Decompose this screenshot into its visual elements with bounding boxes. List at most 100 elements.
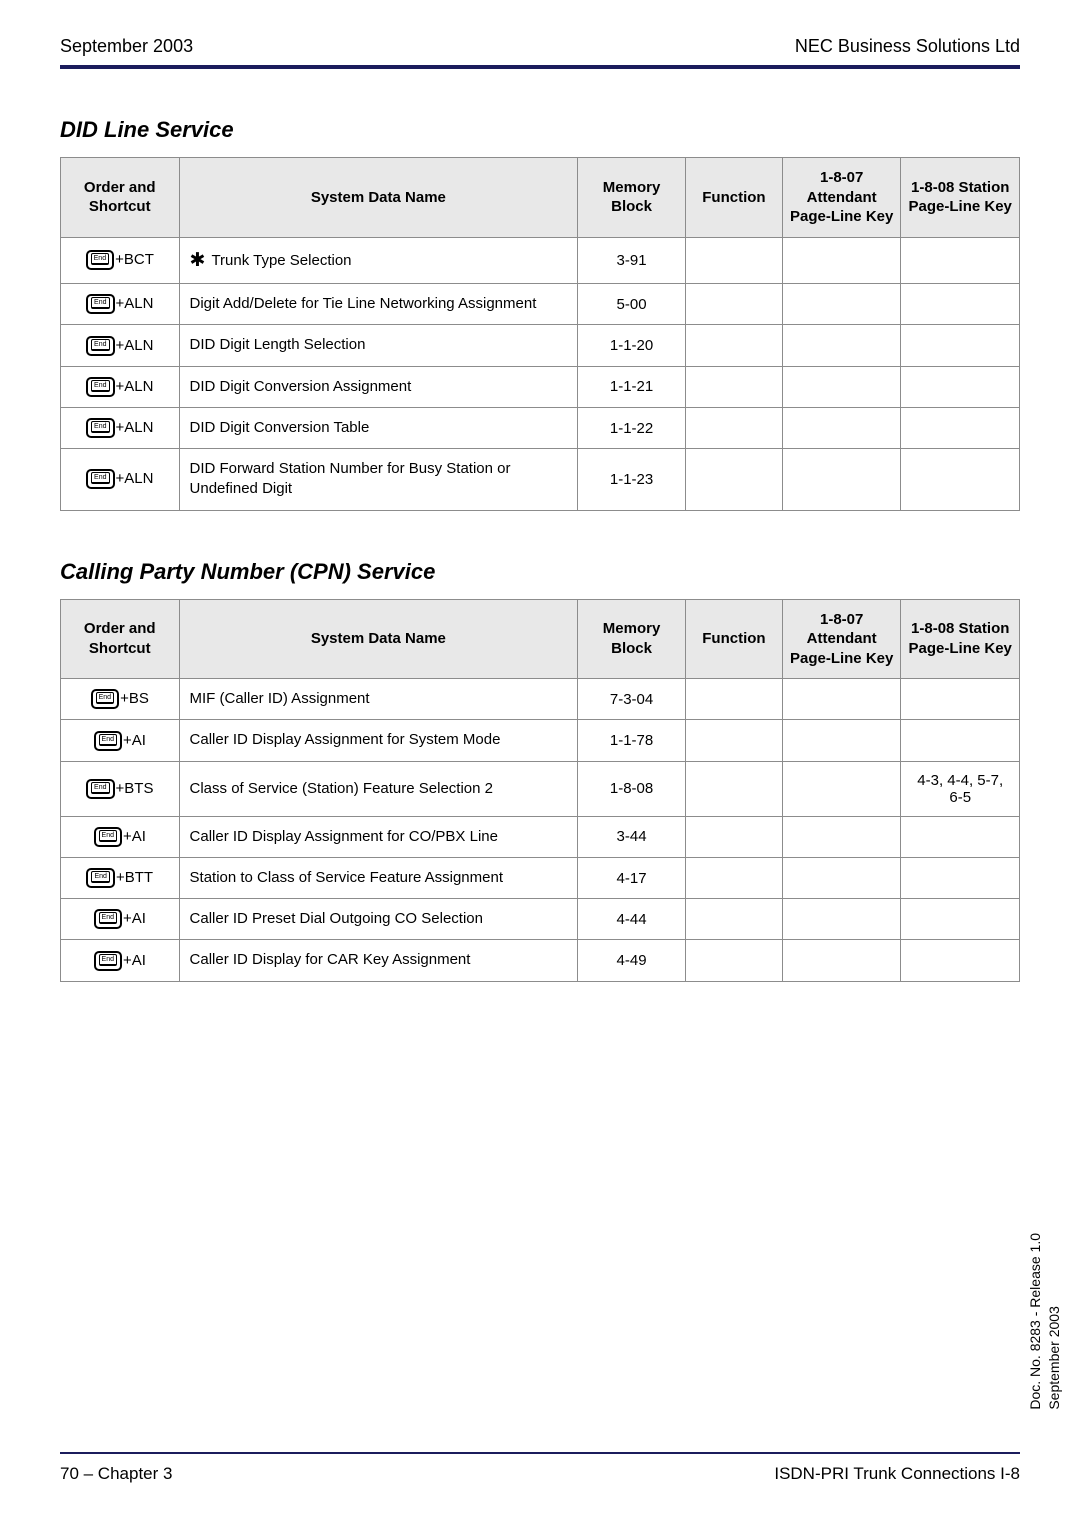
col-memory-header: Memory Block xyxy=(578,158,686,238)
system-data-name-cell: Station to Class of Service Feature Assi… xyxy=(179,857,578,898)
memory-block-cell: 3-44 xyxy=(578,816,686,857)
station-cell xyxy=(901,857,1020,898)
shortcut-cell: End+AI xyxy=(61,720,180,761)
function-cell xyxy=(685,899,782,940)
function-cell xyxy=(685,720,782,761)
station-cell xyxy=(901,940,1020,981)
attendant-cell xyxy=(782,284,901,325)
function-cell xyxy=(685,366,782,407)
function-cell xyxy=(685,449,782,511)
memory-block-cell: 1-8-08 xyxy=(578,761,686,816)
col-name-header: System Data Name xyxy=(179,158,578,238)
function-cell xyxy=(685,679,782,720)
col-function-header: Function xyxy=(685,599,782,679)
system-data-name-text: MIF (Caller ID) Assignment xyxy=(190,690,370,707)
table-row: End+ALNDID Forward Station Number for Bu… xyxy=(61,449,1020,511)
attendant-cell xyxy=(782,940,901,981)
col-station-header: 1-8-08 Station Page-Line Key xyxy=(901,599,1020,679)
table-header: Order and Shortcut System Data Name Memo… xyxy=(61,599,1020,679)
section-title-cpn: Calling Party Number (CPN) Service xyxy=(60,559,1020,585)
system-data-name-cell: MIF (Caller ID) Assignment xyxy=(179,679,578,720)
end-key-icon: End xyxy=(86,469,114,489)
system-data-name-text: Caller ID Display Assignment for CO/PBX … xyxy=(190,828,498,845)
col-shortcut-header: Order and Shortcut xyxy=(61,158,180,238)
header-rule xyxy=(60,65,1020,69)
page-header: September 2003 NEC Business Solutions Lt… xyxy=(60,36,1020,65)
shortcut-text: +AI xyxy=(123,731,146,748)
end-key-icon: End xyxy=(94,827,122,847)
function-cell xyxy=(685,284,782,325)
memory-block-cell: 1-1-23 xyxy=(578,449,686,511)
system-data-name-text: Caller ID Preset Dial Outgoing CO Select… xyxy=(190,910,483,927)
table-cpn: Order and Shortcut System Data Name Memo… xyxy=(60,599,1020,982)
station-cell: 4-3, 4-4, 5-7, 6-5 xyxy=(901,761,1020,816)
end-key-icon: End xyxy=(94,731,122,751)
header-right: NEC Business Solutions Ltd xyxy=(795,36,1020,57)
shortcut-cell: End+ALN xyxy=(61,284,180,325)
attendant-cell xyxy=(782,407,901,448)
table-row: End+ALNDigit Add/Delete for Tie Line Net… xyxy=(61,284,1020,325)
shortcut-text: +ALN xyxy=(116,419,154,436)
end-key-icon: End xyxy=(94,951,122,971)
station-cell xyxy=(901,325,1020,366)
table-row: End+AICaller ID Preset Dial Outgoing CO … xyxy=(61,899,1020,940)
system-data-name-text: DID Digit Conversion Table xyxy=(190,419,370,436)
footer-right: ISDN-PRI Trunk Connections I-8 xyxy=(774,1464,1020,1484)
system-data-name-cell: ✱Trunk Type Selection xyxy=(179,237,578,284)
star-icon: ✱ xyxy=(190,248,206,274)
system-data-name-cell: Caller ID Display Assignment for System … xyxy=(179,720,578,761)
shortcut-cell: End+AI xyxy=(61,816,180,857)
system-data-name-cell: Digit Add/Delete for Tie Line Networking… xyxy=(179,284,578,325)
system-data-name-cell: Caller ID Display Assignment for CO/PBX … xyxy=(179,816,578,857)
attendant-cell xyxy=(782,816,901,857)
attendant-cell xyxy=(782,899,901,940)
station-cell xyxy=(901,899,1020,940)
shortcut-cell: End+BS xyxy=(61,679,180,720)
station-cell xyxy=(901,284,1020,325)
memory-block-cell: 3-91 xyxy=(578,237,686,284)
memory-block-cell: 1-1-20 xyxy=(578,325,686,366)
system-data-name-text: Caller ID Display for CAR Key Assignment xyxy=(190,951,471,968)
table-row: End+ALNDID Digit Conversion Assignment1-… xyxy=(61,366,1020,407)
shortcut-cell: End+BTS xyxy=(61,761,180,816)
end-key-icon: End xyxy=(86,418,114,438)
system-data-name-cell: DID Digit Conversion Assignment xyxy=(179,366,578,407)
attendant-cell xyxy=(782,857,901,898)
table-row: End+AI Caller ID Display Assignment for C… xyxy=(61,816,1020,857)
col-name-header: System Data Name xyxy=(179,599,578,679)
station-cell xyxy=(901,449,1020,511)
station-cell xyxy=(901,679,1020,720)
end-key-icon: End xyxy=(86,294,114,314)
attendant-cell xyxy=(782,366,901,407)
col-shortcut-header: Order and Shortcut xyxy=(61,599,180,679)
attendant-cell xyxy=(782,449,901,511)
shortcut-cell: End+BTT xyxy=(61,857,180,898)
station-cell xyxy=(901,237,1020,284)
table-row: End+BCT ✱Trunk Type Selection3-91 xyxy=(61,237,1020,284)
system-data-name-text: Class of Service (Station) Feature Selec… xyxy=(190,780,493,797)
page-footer: 70 – Chapter 3 ISDN-PRI Trunk Connection… xyxy=(60,1452,1020,1484)
col-station-header: 1-8-08 Station Page-Line Key xyxy=(901,158,1020,238)
footer-rule xyxy=(60,1452,1020,1454)
table-row: End+BTT Station to Class of Service Featu… xyxy=(61,857,1020,898)
end-key-icon: End xyxy=(86,336,114,356)
shortcut-text: +ALN xyxy=(116,378,154,395)
attendant-cell xyxy=(782,325,901,366)
shortcut-text: +BCT xyxy=(115,251,154,268)
end-key-icon: End xyxy=(86,779,114,799)
station-cell xyxy=(901,816,1020,857)
attendant-cell xyxy=(782,720,901,761)
function-cell xyxy=(685,407,782,448)
station-cell xyxy=(901,720,1020,761)
table-row: End+ALNDID Digit Length Selection1-1-20 xyxy=(61,325,1020,366)
function-cell xyxy=(685,761,782,816)
shortcut-cell: End+ALN xyxy=(61,407,180,448)
end-key-icon: End xyxy=(86,250,114,270)
system-data-name-text: Station to Class of Service Feature Assi… xyxy=(190,869,503,886)
memory-block-cell: 1-1-22 xyxy=(578,407,686,448)
table-row: End+AICaller ID Display Assignment for S… xyxy=(61,720,1020,761)
shortcut-text: +AI xyxy=(123,910,146,927)
system-data-name-cell: DID Digit Length Selection xyxy=(179,325,578,366)
shortcut-text: +BTS xyxy=(116,780,154,797)
table-row: End+AICaller ID Display for CAR Key Assi… xyxy=(61,940,1020,981)
